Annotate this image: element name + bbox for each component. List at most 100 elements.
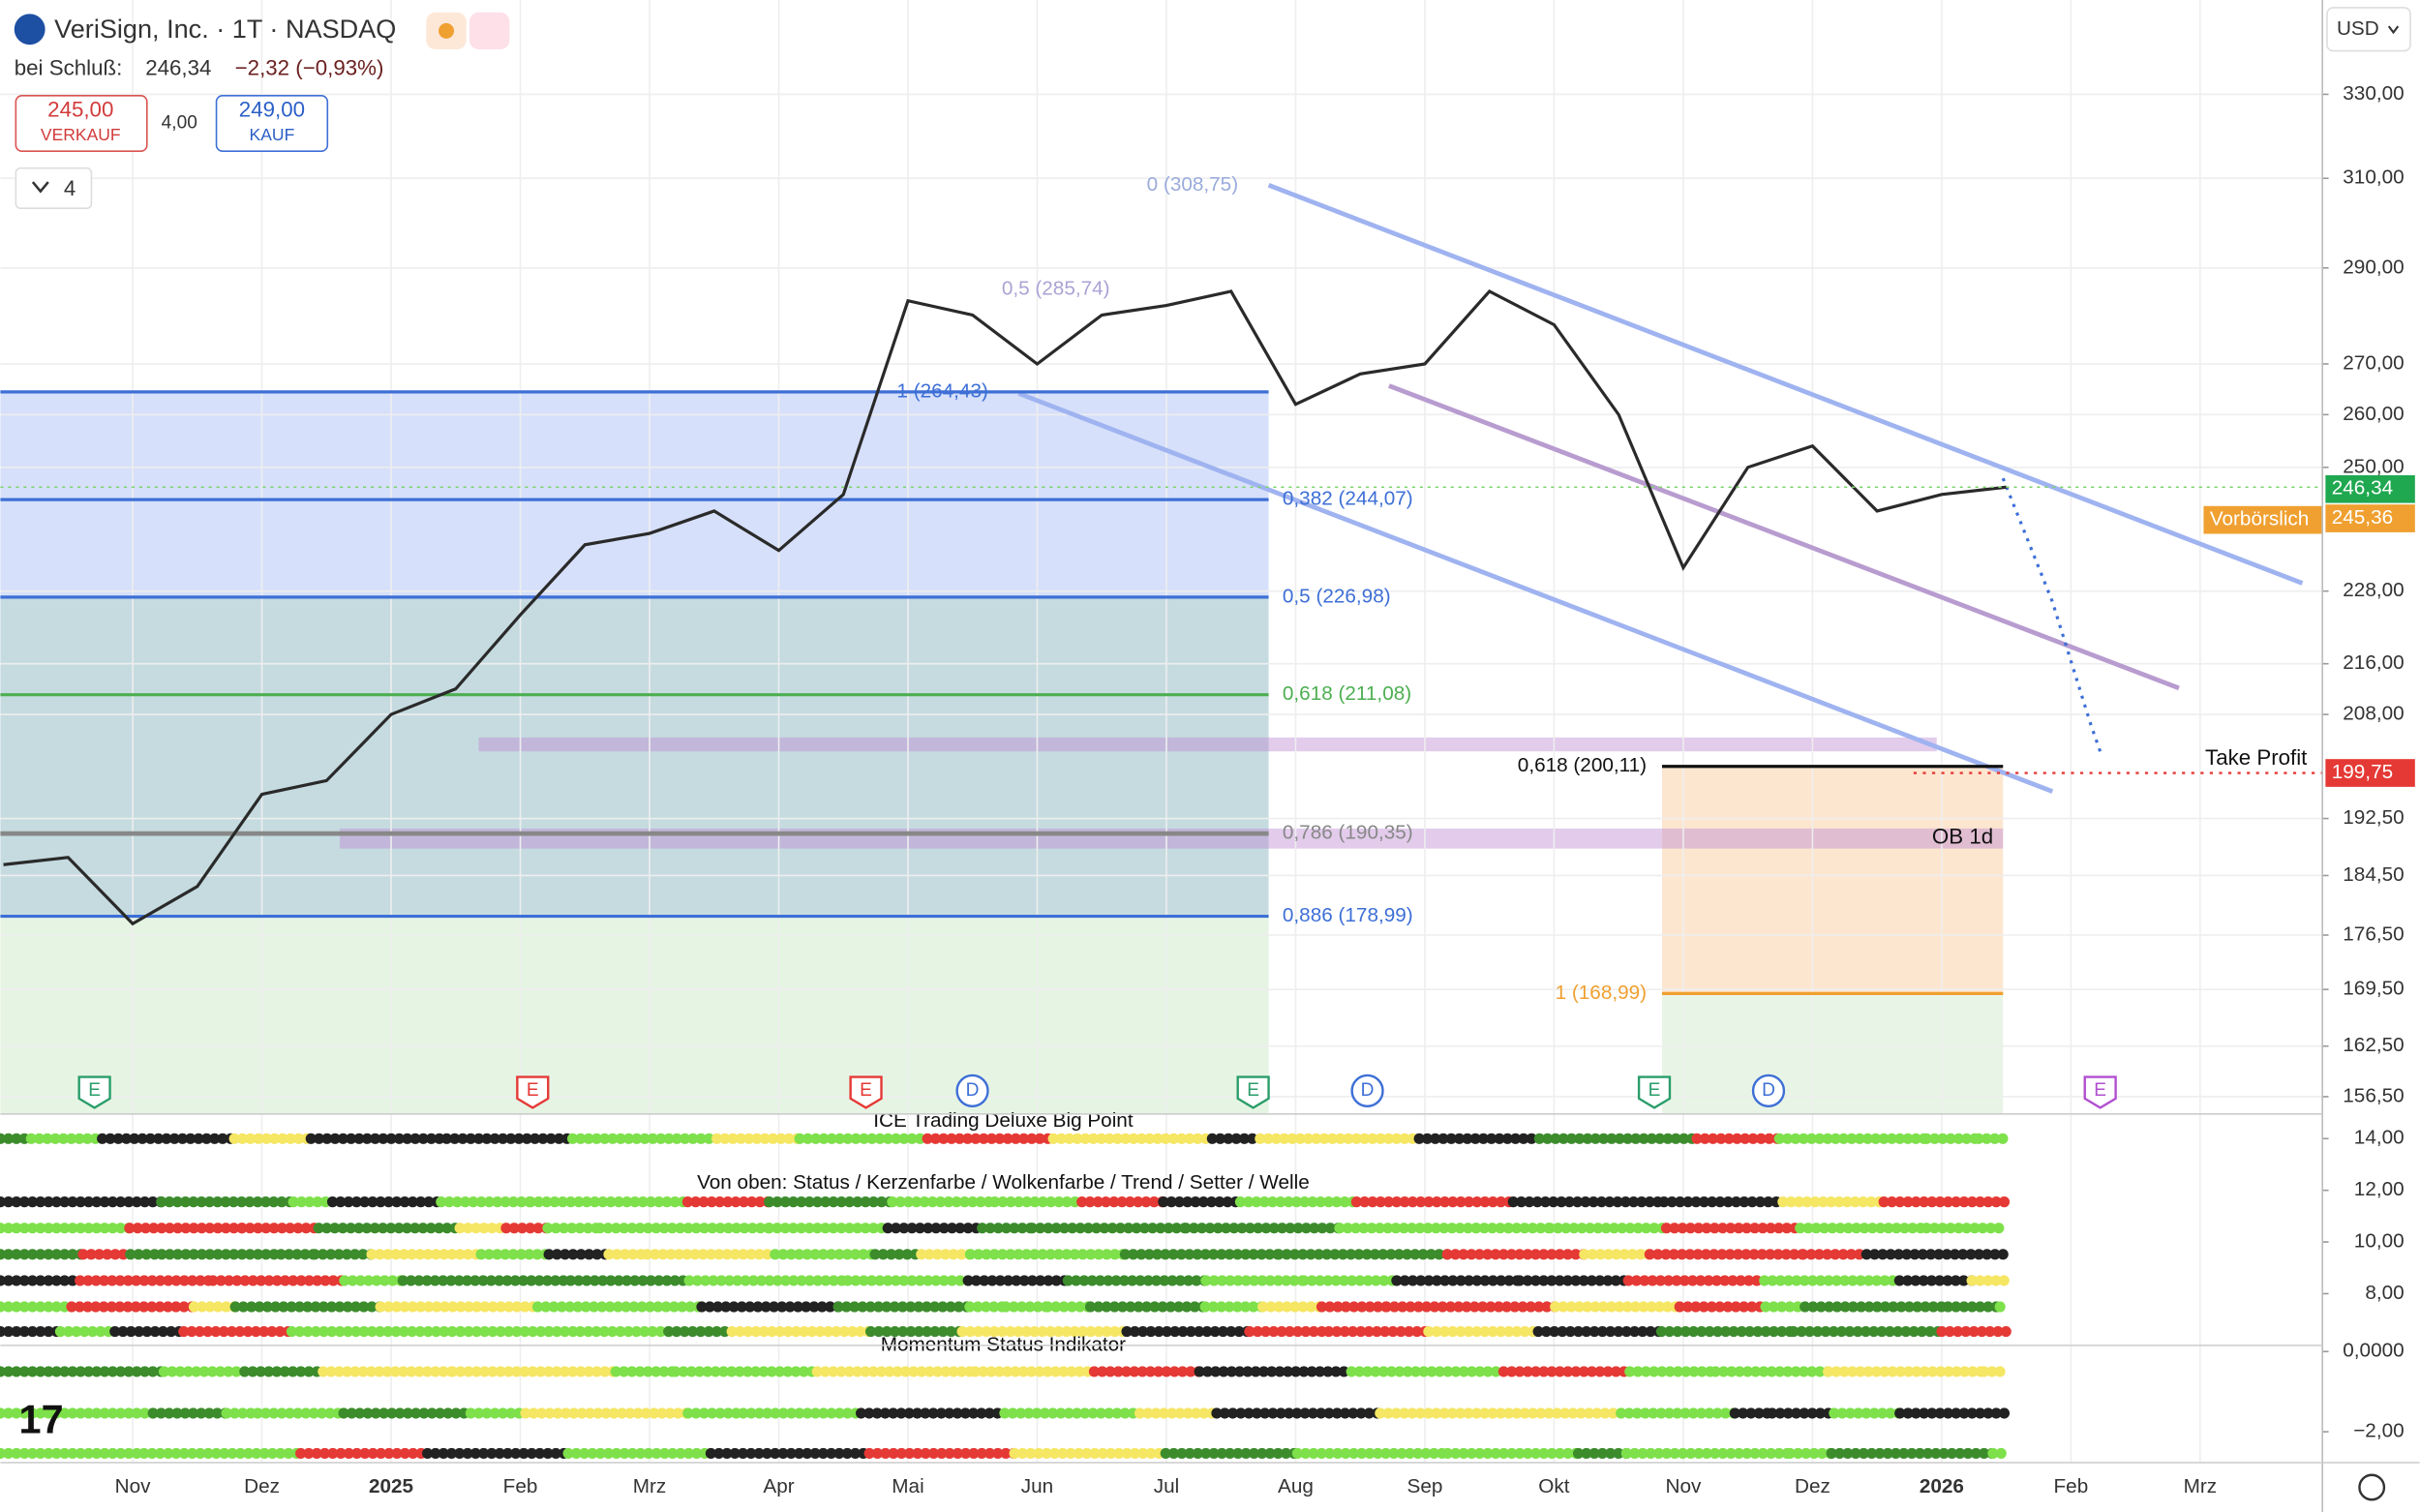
- buy-button[interactable]: [215, 95, 329, 152]
- event-label: E: [1649, 1080, 1661, 1101]
- y-tick-label: 192,50: [2343, 806, 2404, 829]
- close-label: bei Schluß:: [15, 56, 123, 80]
- badge-label: Take Profit: [2205, 745, 2308, 770]
- spread: 4,00: [162, 113, 197, 134]
- event-label: D: [966, 1080, 980, 1101]
- price-line: [3, 288, 2007, 926]
- order-block: [478, 737, 1937, 752]
- y-tick-label: 156,50: [2343, 1084, 2404, 1106]
- indicator-toggle[interactable]: [15, 166, 93, 209]
- x-tick-label: Mai: [892, 1475, 923, 1497]
- event-marker: [2083, 1075, 2117, 1109]
- price-badge: [2325, 759, 2415, 787]
- fib-label: 0,618 (211,08): [1283, 682, 1411, 705]
- y-tick-label: 228,00: [2343, 579, 2404, 601]
- event-label: E: [1247, 1080, 1259, 1101]
- forecast-path: [2001, 477, 2103, 757]
- event-marker: [77, 1075, 111, 1109]
- overlay-layer: 330,00 310,00 290,00 270,00 260,00 250,00 228,…: [0, 82, 2415, 1497]
- y-tick-label: 14,00: [2354, 1127, 2405, 1149]
- sun-icon: [439, 22, 454, 39]
- event-marker: [516, 1075, 550, 1109]
- target-zone: [1662, 766, 2004, 994]
- fib-label: 0,886 (178,99): [1283, 904, 1413, 926]
- settings-icon[interactable]: [2358, 1473, 2386, 1501]
- event-label: E: [860, 1080, 872, 1101]
- channel-line: [1017, 391, 2054, 794]
- badge-label: Vorbörslich: [2210, 508, 2310, 530]
- sell-label: VERKAUF: [41, 125, 121, 144]
- x-tick-label: Jul: [1154, 1475, 1179, 1497]
- fib-zone: [0, 391, 1269, 917]
- price-badge: [2203, 505, 2323, 534]
- fib-label: 1 (264,43): [896, 379, 987, 402]
- y-tick-label: 330,00: [2343, 82, 2404, 105]
- x-tick-label: Aug: [1278, 1475, 1314, 1497]
- y-tick-label: 8,00: [2365, 1282, 2404, 1304]
- event-marker[interactable]: [1350, 1074, 1384, 1108]
- x-tick-label: 2025: [369, 1475, 413, 1497]
- close-change: −2,32 (−0,93%): [235, 56, 384, 80]
- sell-button[interactable]: [15, 95, 148, 152]
- chevron-icon: [2387, 25, 2400, 35]
- event-label: E: [527, 1080, 539, 1101]
- y-tick-label: 0,0000: [2343, 1340, 2404, 1362]
- tv-logo: 17: [19, 1397, 64, 1442]
- event-marker: [1236, 1075, 1270, 1109]
- x-tick-label: Feb: [2054, 1475, 2089, 1497]
- event-label: E: [2094, 1080, 2106, 1101]
- panel-title: Von oben: Status / Kerzenfarbe / Wolkenf…: [697, 1171, 1310, 1194]
- indicator-count: 4: [64, 176, 76, 200]
- y-tick-label: −2,00: [2353, 1420, 2404, 1442]
- x-tick-label: Jun: [1021, 1475, 1053, 1497]
- fib-label: 0 (308,75): [1147, 173, 1238, 196]
- currency-select[interactable]: [2326, 7, 2411, 52]
- y-tick-label: 270,00: [2343, 351, 2404, 374]
- channel-line: [1388, 383, 2180, 691]
- event-marker[interactable]: [955, 1074, 989, 1108]
- x-tick-label: Apr: [763, 1475, 794, 1497]
- x-tick-label: Feb: [503, 1475, 538, 1497]
- fib-label: 0,618 (200,11): [1518, 754, 1647, 776]
- x-tick-label: Okt: [1538, 1475, 1569, 1497]
- badge-label: 245,36: [2332, 506, 2393, 529]
- fib-label: 1 (168,99): [1556, 982, 1647, 1004]
- y-tick-label: 10,00: [2354, 1230, 2405, 1253]
- wave-icon[interactable]: [469, 12, 510, 50]
- y-tick-label: 310,00: [2343, 166, 2404, 189]
- price-badge: [2325, 474, 2415, 503]
- y-tick-label: 290,00: [2343, 256, 2404, 278]
- x-tick-label: Dez: [244, 1475, 280, 1497]
- event-marker[interactable]: [1751, 1074, 1786, 1108]
- event-label: D: [1762, 1080, 1775, 1101]
- badge-label: OB 1d: [1932, 824, 1993, 848]
- fib-label: 0,5 (285,74): [1002, 277, 1110, 299]
- badge-label: 199,75: [2332, 761, 2393, 783]
- y-tick-label: 184,50: [2343, 863, 2404, 886]
- buy-label: KAUF: [250, 125, 295, 144]
- panel-title: ICE Trading Deluxe Big Point: [873, 1109, 1134, 1132]
- logo: [14, 14, 45, 45]
- y-tick-label: 260,00: [2343, 403, 2404, 425]
- panel-title: Momentum Status Indikator: [881, 1333, 1126, 1355]
- x-tick-label: Dez: [1795, 1475, 1830, 1497]
- x-tick-label: Sep: [1407, 1475, 1443, 1497]
- fib-zone: [0, 596, 1269, 1114]
- event-label: E: [88, 1080, 101, 1101]
- price-badge: [2325, 504, 2415, 532]
- y-tick-label: 12,00: [2354, 1178, 2405, 1200]
- buy-price: 249,00: [239, 98, 305, 122]
- x-tick-label: Mrz: [2184, 1475, 2218, 1497]
- y-tick-label: 216,00: [2343, 651, 2404, 674]
- fib-label: 0,5 (226,98): [1283, 585, 1391, 607]
- chevron-icon: [31, 181, 49, 194]
- x-tick-label: Mrz: [633, 1475, 667, 1497]
- event-marker: [1637, 1075, 1672, 1109]
- event-label: D: [1361, 1080, 1375, 1101]
- chart-title: VeriSign, Inc. · 1T · NASDAQ: [54, 14, 396, 44]
- badge-label: 246,34: [2332, 477, 2393, 499]
- x-tick-label: 2026: [1920, 1475, 1964, 1497]
